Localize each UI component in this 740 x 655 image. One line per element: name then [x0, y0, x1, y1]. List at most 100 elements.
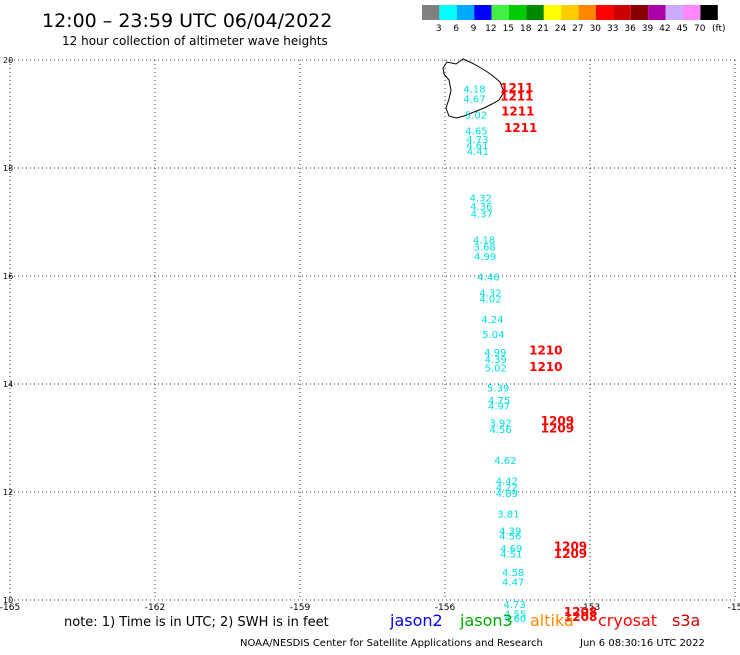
wave-height-value: 4.22	[496, 483, 518, 494]
wave-height-value: 5.39	[487, 384, 509, 395]
wave-height-value: 4.73	[503, 600, 525, 611]
wave-height-value: 4.75	[488, 396, 510, 407]
wave-height-value: 4.02	[479, 294, 501, 305]
wave-height-value: 4.62	[494, 456, 516, 467]
wave-height-value: 4.67	[463, 95, 485, 106]
wave-height-value: 4.99	[474, 252, 496, 263]
longitude-tick-label: -156	[435, 603, 456, 613]
wave-height-value: 5.02	[465, 110, 487, 121]
satellite-legend: jason2 jason3 altika cryosat s3a	[389, 611, 700, 630]
observation-time-label: 1210	[529, 360, 562, 374]
colorbar-swatch	[683, 5, 701, 20]
wave-height-value: 4.46	[477, 272, 499, 283]
colorbar-tick-label: 21	[537, 24, 548, 34]
latitude-tick-label: 16	[3, 272, 13, 281]
wave-height-observations: 4.184.675.024.654.734.614.414.324.364.37…	[463, 84, 526, 625]
longitude-tick-label: -15	[728, 603, 740, 613]
colorbar-swatch	[474, 5, 492, 20]
wave-height-value: 3.81	[497, 509, 519, 520]
colorbar-swatch	[491, 5, 509, 20]
colorbar-tick-label: 42	[659, 24, 670, 34]
wave-height-value: 4.24	[481, 315, 503, 326]
wave-height-value: 4.18	[463, 84, 485, 95]
wave-height-value: 4.36	[470, 202, 492, 213]
observation-time-label: 1211	[500, 81, 533, 95]
wave-height-value: 4.97	[488, 401, 510, 412]
footer-note: note: 1) Time is in UTC; 2) SWH is in fe…	[64, 615, 329, 630]
observation-time-label: 1211	[504, 121, 537, 135]
colorbar-tick-label: 39	[642, 24, 654, 34]
colorbar-tick-label: 30	[590, 24, 602, 34]
observation-time-label: 1211	[500, 90, 533, 104]
observation-time-label: 1209	[541, 414, 574, 428]
colorbar-swatch	[509, 5, 527, 20]
longitude-tick-label: -159	[290, 603, 311, 613]
colorbar-tick-label: 15	[503, 24, 514, 34]
latitude-tick-label: 20	[3, 56, 13, 65]
colorbar-unit-label: (ft)	[712, 24, 726, 34]
observation-time-label: 1211	[501, 105, 534, 119]
longitude-tick-label: -162	[145, 603, 165, 613]
satellite-legend-label: cryosat	[598, 611, 657, 630]
colorbar-swatch	[456, 5, 475, 20]
satellite-legend-label: jason3	[459, 611, 513, 630]
latitude-tick-label: 10	[3, 596, 13, 605]
wave-height-value: 3.92	[489, 419, 511, 430]
colorbar-tick-label: 45	[677, 24, 688, 34]
colorbar-swatch	[596, 5, 614, 20]
colorbar-swatch	[648, 5, 666, 20]
colorbar-swatch	[700, 5, 718, 20]
wave-height-value: 3.68	[474, 243, 496, 254]
wave-height-value: 4.73	[466, 135, 488, 146]
latitude-tick-label: 18	[3, 164, 13, 173]
colorbar-swatch	[578, 5, 596, 20]
wave-height-value: 4.41	[467, 147, 489, 158]
colorbar-swatch	[422, 5, 440, 20]
longitude-tick-label: -153	[580, 603, 600, 613]
satellite-legend-label: altika	[530, 611, 574, 630]
latitude-tick-label: 12	[3, 488, 13, 497]
wave-height-value: 4.32	[479, 289, 501, 300]
colorbar-tick-label: 27	[572, 24, 583, 34]
wave-height-value: 4.18	[473, 236, 495, 247]
wave-height-value: 4.51	[500, 549, 522, 560]
latitude-tick-label: 14	[3, 380, 13, 389]
colorbar-tick-label: 24	[555, 24, 567, 34]
wave-height-value: 4.99	[484, 348, 506, 359]
wave-height-value: 4.32	[470, 193, 492, 204]
wave-height-value: 4.42	[496, 476, 518, 487]
colorbar-swatch	[561, 5, 579, 20]
colorbar-tick-label: 12	[485, 24, 496, 34]
wave-height-value: 4.69	[500, 544, 522, 555]
map-grid	[9, 59, 736, 601]
footer-credit: NOAA/NESDIS Center for Satellite Applica…	[240, 638, 543, 649]
hawaii-coastline	[442, 58, 505, 119]
observation-time-label: 1210	[529, 343, 562, 357]
observation-time-label: 1209	[554, 547, 587, 561]
wave-height-value: 5.04	[482, 330, 504, 341]
wave-height-value: 4.89	[496, 489, 518, 500]
colorbar-tick-label: 18	[520, 24, 532, 34]
observation-time-label: 1209	[541, 422, 574, 436]
wave-height-value: 4.39	[485, 355, 507, 366]
wave-height-value: 5.02	[485, 364, 507, 375]
wave-height-value: 4.65	[465, 127, 487, 138]
wave-height-value: 4.37	[471, 210, 493, 221]
longitude-tick-label: -165	[0, 603, 20, 613]
satellite-legend-label: s3a	[672, 611, 700, 630]
wave-height-colorbar: 3 6 9 12 15 18 21 24 27 30 33 36 39 42 45 70	[422, 5, 718, 34]
colorbar-swatch	[439, 5, 457, 20]
page-subtitle: 12 hour collection of altimeter wave hei…	[62, 34, 328, 48]
colorbar-tick-label: 6	[453, 24, 459, 34]
observation-time-labels: 1211121112111211121012101209120912091209…	[500, 81, 597, 624]
colorbar-tick-label: 36	[624, 24, 636, 34]
wave-height-value: 4.61	[466, 141, 488, 152]
colorbar-swatch	[630, 5, 649, 20]
colorbar-tick-label: 33	[607, 24, 618, 34]
observation-time-label: 1209	[554, 539, 587, 553]
colorbar-swatch	[543, 5, 562, 20]
footer-timestamp: Jun 6 08:30:16 UTC 2022	[579, 638, 705, 649]
